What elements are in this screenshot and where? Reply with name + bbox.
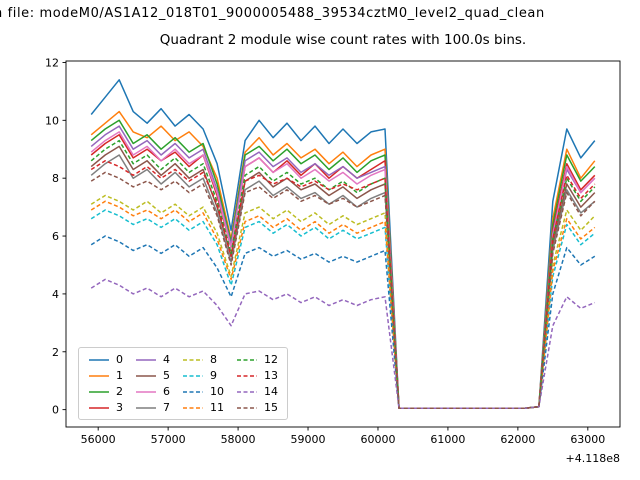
y-tick-label: 10 <box>45 114 59 127</box>
legend-label: 14 <box>264 385 278 398</box>
legend-label: 4 <box>163 353 170 366</box>
legend-item-14: 14 <box>236 385 278 398</box>
x-tick-label: 58000 <box>221 433 256 446</box>
legend-item-10: 10 <box>182 385 224 398</box>
x-tick-label: 63000 <box>570 433 605 446</box>
legend-line-sample <box>237 358 257 361</box>
legend-label: 11 <box>210 401 224 414</box>
legend-label: 13 <box>264 369 278 382</box>
legend-line-sample <box>237 406 257 409</box>
legend-line-sample <box>136 358 156 361</box>
legend-label: 3 <box>116 401 123 414</box>
legend-label: 9 <box>210 369 217 382</box>
legend-line-sample <box>237 390 257 393</box>
legend-item-12: 12 <box>236 353 278 366</box>
legend-item-9: 9 <box>182 369 224 382</box>
legend-item-13: 13 <box>236 369 278 382</box>
y-tick-label: 12 <box>45 56 59 69</box>
legend-label: 15 <box>264 401 278 414</box>
y-tick-label: 0 <box>52 404 59 417</box>
x-tick-label: 62000 <box>500 433 535 446</box>
legend: 0 1 2 3 4 5 6 7 8 9 10 11 12 13 14 15 <box>78 347 288 420</box>
legend-label: 2 <box>116 385 123 398</box>
legend-line-sample <box>136 406 156 409</box>
legend-line-sample <box>183 358 203 361</box>
legend-item-7: 7 <box>135 401 170 414</box>
legend-line-sample <box>136 390 156 393</box>
legend-line-sample <box>183 374 203 377</box>
legend-line-sample <box>89 406 109 409</box>
legend-line-sample <box>183 406 203 409</box>
legend-item-6: 6 <box>135 385 170 398</box>
y-tick-label: 2 <box>52 346 59 359</box>
legend-item-8: 8 <box>182 353 224 366</box>
legend-line-sample <box>89 358 109 361</box>
x-tick-label: 60000 <box>360 433 395 446</box>
axes-frame <box>65 60 621 428</box>
legend-line-sample <box>89 390 109 393</box>
legend-label: 8 <box>210 353 217 366</box>
y-tick-label: 6 <box>52 230 59 243</box>
axes-title: Quadrant 2 module wise count rates with … <box>159 32 527 48</box>
x-tick-label: 61000 <box>430 433 465 446</box>
legend-line-sample <box>89 374 109 377</box>
legend-label: 12 <box>264 353 278 366</box>
figure-file-title: n file: modeM0/AS1A12_018T01_9000005488_… <box>0 6 545 21</box>
legend-label: 7 <box>163 401 170 414</box>
x-tick-label: 56000 <box>81 433 116 446</box>
legend-item-4: 4 <box>135 353 170 366</box>
legend-line-sample <box>237 374 257 377</box>
x-tick-label: 59000 <box>291 433 326 446</box>
legend-label: 6 <box>163 385 170 398</box>
legend-item-1: 1 <box>88 369 123 382</box>
legend-item-15: 15 <box>236 401 278 414</box>
legend-label: 10 <box>210 385 224 398</box>
legend-line-sample <box>136 374 156 377</box>
y-tick-label: 8 <box>52 172 59 185</box>
x-tick-label: 57000 <box>151 433 186 446</box>
legend-label: 1 <box>116 369 123 382</box>
series-line-15 <box>90 171 596 409</box>
y-tick-label: 4 <box>52 288 59 301</box>
legend-item-11: 11 <box>182 401 224 414</box>
legend-item-0: 0 <box>88 353 123 366</box>
legend-label: 5 <box>163 369 170 382</box>
x-axis-offset-label: +4.118e8 <box>566 452 620 465</box>
legend-label: 0 <box>116 353 123 366</box>
legend-item-5: 5 <box>135 369 170 382</box>
legend-item-3: 3 <box>88 401 123 414</box>
legend-line-sample <box>183 390 203 393</box>
legend-item-2: 2 <box>88 385 123 398</box>
